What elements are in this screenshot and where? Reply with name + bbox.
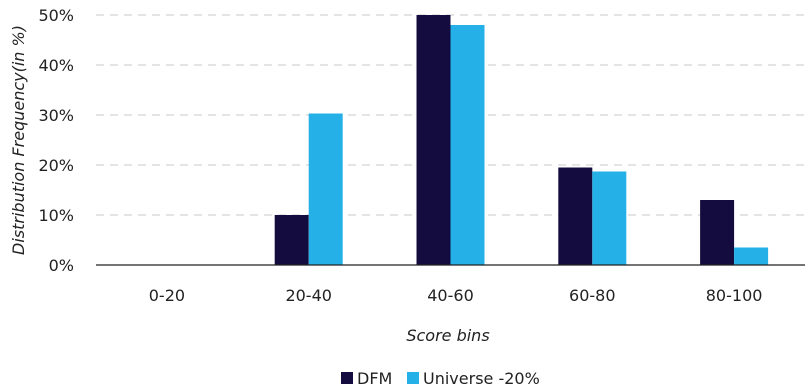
y-tick-label: 10% [38, 206, 74, 225]
y-tick-label: 0% [49, 256, 74, 275]
x-tick-labels: 0-20 20-40 40-60 60-80 80-100 [149, 286, 763, 305]
bar-universe-40-60 [450, 25, 485, 265]
bar-dfm-20-40 [274, 215, 309, 265]
x-tick-label: 20-40 [285, 286, 332, 305]
bar-universe-20-40 [308, 113, 343, 265]
x-axis-title: Score bins [406, 326, 489, 345]
bar-dfm-60-80 [558, 167, 593, 265]
legend-label-dfm: DFM [357, 369, 392, 388]
y-tick-label: 20% [38, 156, 74, 175]
bar-dfm-40-60 [416, 15, 451, 265]
x-tick-label: 80-100 [706, 286, 763, 305]
x-tick-label: 60-80 [569, 286, 616, 305]
legend-swatch-universe [407, 372, 419, 384]
bar-dfm-80-100 [700, 200, 735, 265]
x-tick-label: 0-20 [149, 286, 185, 305]
legend-swatch-dfm [341, 372, 353, 384]
legend: DFM Universe -20% [341, 369, 540, 388]
y-tick-labels: 0% 10% 20% 30% 40% 50% [38, 6, 74, 275]
bars [274, 15, 769, 265]
x-tick-label: 40-60 [427, 286, 474, 305]
bar-universe-80-100 [734, 247, 769, 265]
y-tick-label: 40% [38, 56, 74, 75]
bar-universe-60-80 [592, 171, 627, 265]
y-tick-label: 30% [38, 106, 74, 125]
legend-label-universe: Universe -20% [423, 369, 540, 388]
y-tick-label: 50% [38, 6, 74, 25]
y-axis-title: Distribution Frequency(in %) [9, 25, 28, 255]
